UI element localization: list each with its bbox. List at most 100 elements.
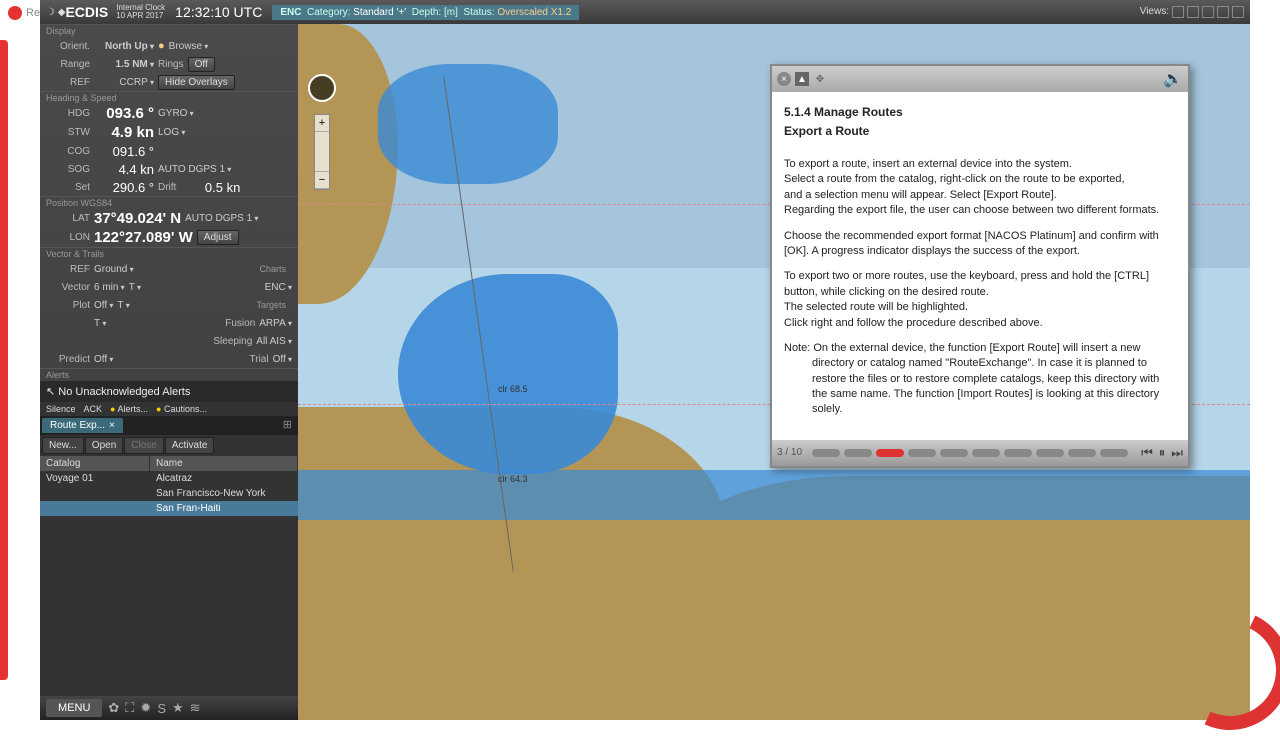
- help-subtitle: Export a Route: [784, 123, 1176, 140]
- expand-icon[interactable]: ⛶: [125, 700, 134, 716]
- sog-value: 4.4 kn: [94, 162, 154, 177]
- tab-route-exp[interactable]: Route Exp...×: [42, 418, 123, 433]
- charts-select[interactable]: ENC: [265, 282, 292, 293]
- cautions-button[interactable]: Cautions...: [156, 404, 207, 414]
- enc-status-bar: ENC Category: Standard '+' Depth: [m] St…: [272, 5, 579, 20]
- hide-overlays-button[interactable]: Hide Overlays: [158, 75, 235, 90]
- col-name[interactable]: Name: [150, 456, 298, 471]
- help-title: 5.1.4 Manage Routes: [784, 104, 1176, 121]
- lon-value: 122°27.089' W: [94, 229, 193, 246]
- bottom-bar: MENU ✿ ⛶ ✹ S ★ ≋: [40, 696, 298, 720]
- predict-toggle[interactable]: Off: [94, 354, 113, 365]
- sidebar: Display Orient. North Up ● Browse Range …: [40, 24, 298, 720]
- alerts-message: No Unacknowledged Alerts: [58, 386, 190, 398]
- list-item-selected[interactable]: San Fran-Haiti: [40, 501, 298, 516]
- lat-source[interactable]: AUTO DGPS 1: [185, 213, 258, 224]
- s-icon[interactable]: S: [157, 701, 166, 716]
- help-content: 5.1.4 Manage Routes Export a Route To ex…: [772, 92, 1188, 440]
- vector-time[interactable]: 6 min: [94, 282, 125, 293]
- orient-select[interactable]: North Up: [94, 41, 154, 52]
- help-para: To export a route, insert an external de…: [784, 157, 1176, 219]
- vt-ref[interactable]: Ground: [94, 264, 134, 275]
- set-value: 290.6 °: [94, 180, 154, 195]
- route-list: Voyage 01Alcatraz San Francisco-New York…: [40, 471, 298, 696]
- record-dot-icon: [8, 6, 22, 20]
- pause-icon[interactable]: ⏸: [1159, 445, 1166, 461]
- ref-select[interactable]: CCRP: [94, 77, 154, 88]
- clock-time: 12:32:10 UTC: [175, 4, 262, 20]
- hdg-source[interactable]: GYRO: [158, 108, 194, 119]
- new-route-button[interactable]: New...: [42, 437, 84, 454]
- section-display: Display: [40, 24, 298, 37]
- clearance-label: clr 64.3: [498, 474, 528, 484]
- adjust-button[interactable]: Adjust: [197, 230, 239, 245]
- close-route-button: Close: [124, 437, 164, 454]
- star-icon[interactable]: ★: [172, 700, 184, 716]
- grid-icon[interactable]: ⊞: [279, 418, 296, 433]
- help-para: To export two or more routes, use the ke…: [784, 269, 1176, 331]
- tab-bar: Route Exp...× ⊞: [40, 416, 298, 435]
- views-controls: Views:: [1140, 6, 1244, 18]
- speaker-icon[interactable]: 🔊: [1163, 69, 1183, 89]
- moon-icon: ☽ ◆: [46, 7, 65, 18]
- next-icon[interactable]: ⏭: [1171, 445, 1183, 461]
- browse-select[interactable]: Browse: [169, 41, 209, 52]
- menu-button[interactable]: MENU: [46, 699, 102, 717]
- move-icon[interactable]: ✥: [813, 72, 827, 86]
- ack-button[interactable]: ACK: [84, 404, 103, 414]
- triangle-icon[interactable]: ▲: [795, 72, 809, 86]
- fusion-select[interactable]: ARPA: [259, 318, 292, 329]
- view-layout-4[interactable]: [1217, 6, 1229, 18]
- rings-toggle[interactable]: Off: [188, 57, 215, 72]
- silence-button[interactable]: Silence: [46, 404, 76, 414]
- ecdis-window: ☽ ◆ ECDIS Internal Clock10 APR 2017 12:3…: [40, 0, 1250, 720]
- alerts-panel: ↖ No Unacknowledged Alerts: [40, 381, 298, 402]
- view-layout-1[interactable]: [1172, 6, 1184, 18]
- view-layout-3[interactable]: [1202, 6, 1214, 18]
- trial-toggle[interactable]: Off: [273, 354, 292, 365]
- lat-value: 37°49.024' N: [94, 210, 181, 227]
- drift-value: 0.5 kn: [180, 180, 240, 195]
- close-icon[interactable]: ×: [777, 72, 791, 86]
- stw-value: 4.9 kn: [94, 124, 154, 141]
- sleeping-select[interactable]: All AIS: [256, 336, 292, 347]
- col-catalog[interactable]: Catalog: [40, 456, 150, 471]
- prev-icon[interactable]: ⏮: [1141, 445, 1153, 461]
- page-indicator: 3 / 10: [777, 447, 802, 458]
- wave-icon[interactable]: ≋: [190, 700, 201, 716]
- route-list-header: Catalog Name: [40, 456, 298, 471]
- settings-icon[interactable]: ✿: [108, 700, 119, 716]
- view-layout-2[interactable]: [1187, 6, 1199, 18]
- alerts-button[interactable]: Alerts...: [110, 404, 148, 414]
- app-title: ECDIS: [65, 4, 108, 20]
- section-heading: Heading & Speed: [40, 91, 298, 104]
- help-header[interactable]: × ▲ ✥ 🔊: [772, 66, 1188, 92]
- cursor-icon: ↖: [46, 386, 55, 398]
- open-route-button[interactable]: Open: [85, 437, 123, 454]
- list-item[interactable]: San Francisco-New York: [40, 486, 298, 501]
- chart-area[interactable]: +− clr 68.5 clr 64.3 × ▲ ✥ 🔊 5.1.4 Manag…: [298, 24, 1250, 720]
- section-vector: Vector & Trails: [40, 247, 298, 260]
- section-position: Position WGS84: [40, 196, 298, 209]
- tab-close-icon[interactable]: ×: [109, 420, 115, 431]
- view-layout-5[interactable]: [1232, 6, 1244, 18]
- sog-source[interactable]: AUTO DGPS 1: [158, 164, 231, 175]
- clock-labels: Internal Clock10 APR 2017: [116, 4, 165, 20]
- help-footer: 3 / 10 ⏮ ⏸ ⏭: [772, 440, 1188, 466]
- plot-toggle[interactable]: Off: [94, 300, 113, 311]
- activate-route-button[interactable]: Activate: [165, 437, 215, 454]
- range-select[interactable]: 1.5 NM: [94, 59, 154, 70]
- zoom-control[interactable]: +−: [314, 114, 330, 190]
- compass-icon[interactable]: [308, 74, 336, 102]
- cog-value: 091.6 °: [94, 144, 154, 159]
- clearance-label: clr 68.5: [498, 384, 528, 394]
- sun-icon[interactable]: ✹: [140, 700, 151, 716]
- section-alerts: Alerts: [40, 368, 298, 381]
- left-strip: [0, 40, 8, 680]
- help-dialog: × ▲ ✥ 🔊 5.1.4 Manage Routes Export a Rou…: [770, 64, 1190, 468]
- help-para: Note: On the external device, the functi…: [784, 341, 1176, 418]
- list-item[interactable]: Voyage 01Alcatraz: [40, 471, 298, 486]
- help-para: Choose the recommended export format [NA…: [784, 229, 1176, 260]
- stw-source[interactable]: LOG: [158, 127, 185, 138]
- title-bar: ☽ ◆ ECDIS Internal Clock10 APR 2017 12:3…: [40, 0, 1250, 24]
